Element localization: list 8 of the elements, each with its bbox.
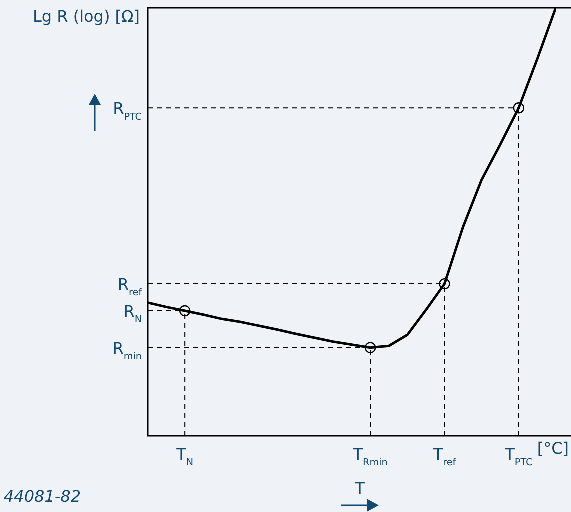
text: [°C] — [537, 439, 569, 458]
point — [439, 278, 450, 290]
text: 44081-82 — [4, 487, 82, 506]
y-axis-title: Lg R (log) [Ω] — [32, 7, 140, 26]
point — [513, 102, 525, 114]
point — [179, 305, 191, 317]
point — [364, 342, 376, 354]
x-axis-title: T — [354, 479, 366, 498]
